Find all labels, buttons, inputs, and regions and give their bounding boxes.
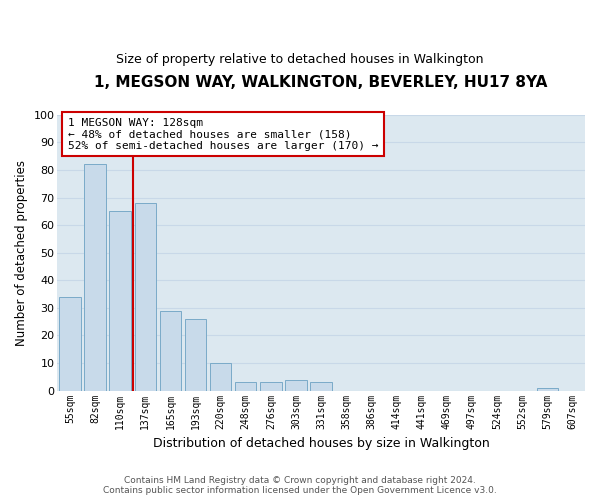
Bar bbox=[59, 297, 80, 390]
Bar bbox=[210, 363, 232, 390]
Bar bbox=[160, 310, 181, 390]
Bar bbox=[536, 388, 558, 390]
Bar bbox=[310, 382, 332, 390]
Title: 1, MEGSON WAY, WALKINGTON, BEVERLEY, HU17 8YA: 1, MEGSON WAY, WALKINGTON, BEVERLEY, HU1… bbox=[94, 75, 548, 90]
Bar bbox=[85, 164, 106, 390]
Text: Contains HM Land Registry data © Crown copyright and database right 2024.
Contai: Contains HM Land Registry data © Crown c… bbox=[103, 476, 497, 495]
Text: 1 MEGSON WAY: 128sqm
← 48% of detached houses are smaller (158)
52% of semi-deta: 1 MEGSON WAY: 128sqm ← 48% of detached h… bbox=[68, 118, 379, 150]
Text: Size of property relative to detached houses in Walkington: Size of property relative to detached ho… bbox=[116, 52, 484, 66]
X-axis label: Distribution of detached houses by size in Walkington: Distribution of detached houses by size … bbox=[153, 437, 490, 450]
Bar bbox=[235, 382, 256, 390]
Bar bbox=[286, 380, 307, 390]
Y-axis label: Number of detached properties: Number of detached properties bbox=[15, 160, 28, 346]
Bar bbox=[134, 203, 156, 390]
Bar bbox=[185, 319, 206, 390]
Bar bbox=[109, 212, 131, 390]
Bar bbox=[260, 382, 281, 390]
